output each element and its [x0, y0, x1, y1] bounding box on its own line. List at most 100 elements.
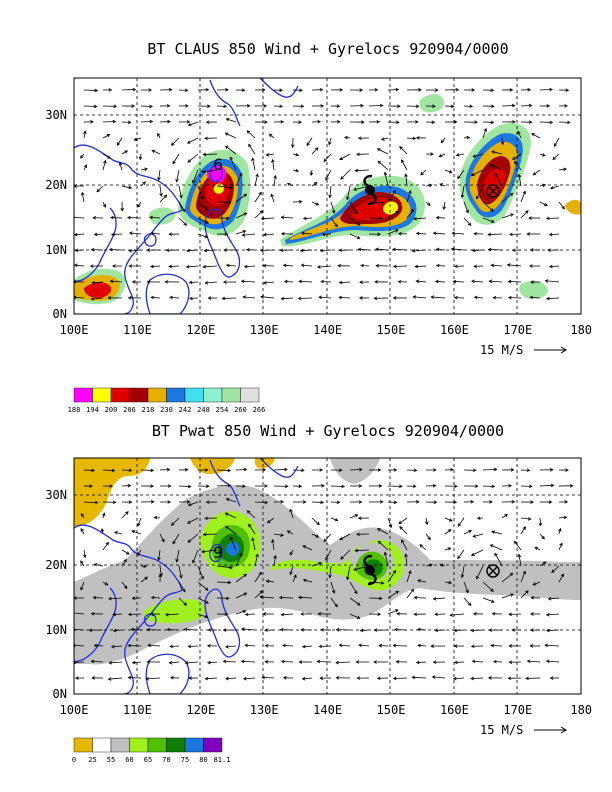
wind-vector	[377, 148, 389, 155]
wind-vector-head	[166, 627, 171, 632]
wind-vector-head	[286, 530, 291, 534]
wind-vector-head	[91, 676, 95, 680]
wind-vectors-panel-1	[74, 87, 571, 301]
wind-vector	[246, 510, 256, 519]
wind-vector-head	[435, 215, 440, 220]
wind-vector	[235, 610, 246, 615]
wind-vector-head	[510, 468, 515, 472]
wind-vector	[330, 201, 335, 214]
wind-vector	[226, 118, 237, 123]
wind-vector	[494, 173, 503, 187]
wind-vector	[110, 280, 123, 283]
colorbar-label: 70	[162, 756, 170, 764]
wind-vector-head	[242, 609, 247, 614]
cyclone-symbol-icon	[363, 174, 377, 206]
wind-vector-head	[265, 152, 270, 157]
wind-vector	[461, 565, 465, 578]
wind-vector-head	[354, 590, 358, 595]
wind-vector-head	[112, 119, 117, 124]
wind-vector-head	[417, 627, 421, 632]
wind-vector	[102, 513, 105, 519]
wind-vector	[518, 174, 522, 187]
wind-vector-head	[225, 497, 230, 502]
wind-vector	[311, 182, 318, 187]
wind-vector	[349, 613, 360, 619]
wind-vector-head	[248, 143, 252, 148]
wind-vector	[501, 593, 514, 599]
wind-vector	[550, 185, 560, 189]
wind-vector	[318, 296, 332, 299]
wind-vector-head	[204, 516, 208, 521]
wind-vector	[476, 565, 484, 579]
wind-vector-head	[80, 154, 84, 159]
wind-vector-head	[438, 153, 443, 158]
wind-vector-head	[457, 555, 461, 560]
lon-label: 130E	[250, 703, 279, 717]
wind-vector	[157, 133, 161, 139]
wind-vector-head	[476, 516, 481, 520]
wind-vector-head	[282, 643, 286, 648]
wind-vector-head	[172, 160, 176, 165]
wind-vector-head	[542, 561, 547, 565]
wind-vector	[368, 201, 384, 204]
wind-vector	[83, 89, 98, 91]
wind-vector-head	[492, 295, 497, 300]
asia-coast	[74, 144, 183, 314]
wind-vector-head	[314, 147, 319, 151]
wind-vector-head	[508, 232, 513, 237]
wind-vector	[463, 597, 472, 606]
wind-vector	[283, 264, 294, 267]
wind-vector-head	[538, 522, 543, 527]
wind-vector-head	[375, 247, 379, 252]
wind-vector-head	[532, 582, 537, 586]
wind-vector	[520, 571, 526, 583]
wind-vector	[520, 590, 529, 599]
wind-vector	[188, 501, 199, 506]
colorbar-swatch	[129, 737, 149, 753]
wind-vector-head	[318, 295, 322, 300]
wind-vector	[453, 677, 465, 680]
wind-vector-head	[373, 296, 378, 301]
wind-vector-head	[399, 484, 403, 489]
wind-vector	[378, 540, 389, 551]
wind-vector	[339, 153, 351, 160]
wind-vector-head	[341, 484, 346, 489]
wind-vector-head	[169, 675, 174, 680]
wind-vector-head	[182, 588, 186, 593]
wind-vector-head	[107, 155, 111, 159]
wind-vector-head	[293, 574, 297, 579]
wind-vector-head	[335, 627, 340, 632]
wind-vector-head	[512, 120, 516, 124]
wind-vector-head	[432, 483, 437, 488]
wind-vector-head	[526, 232, 530, 236]
wind-vector-head	[528, 120, 533, 124]
wind-vector	[463, 201, 469, 213]
wind-vector-head	[80, 586, 84, 591]
wind-vector	[121, 511, 129, 519]
wind-vector-head	[204, 468, 209, 472]
wind-vector	[263, 281, 275, 284]
wind-vector-head	[494, 172, 498, 177]
wind-vector-head	[204, 234, 209, 239]
wind-vector-head	[150, 595, 155, 600]
wind-vector	[263, 233, 275, 236]
wind-vector	[148, 644, 161, 647]
wind-vector	[491, 264, 503, 267]
wind-vector-head	[137, 204, 141, 208]
wind-vector-head	[263, 104, 268, 108]
wind-vector	[289, 565, 294, 575]
wind-vector-head	[167, 484, 172, 488]
wind-vector-head	[321, 484, 325, 488]
wind-vector-head	[509, 192, 514, 197]
wind-vector	[235, 573, 247, 583]
wind-vector	[491, 151, 503, 155]
wind-vector-head	[125, 511, 129, 515]
wind-vector	[225, 132, 237, 139]
wind-vector	[368, 581, 384, 584]
wind-vector-head	[172, 540, 176, 545]
wind-vector-head	[225, 263, 230, 268]
wind-vector	[102, 153, 111, 159]
wind-vector-head	[472, 154, 477, 158]
wind-vector-head	[567, 120, 571, 125]
wind-vector-head	[383, 551, 388, 556]
